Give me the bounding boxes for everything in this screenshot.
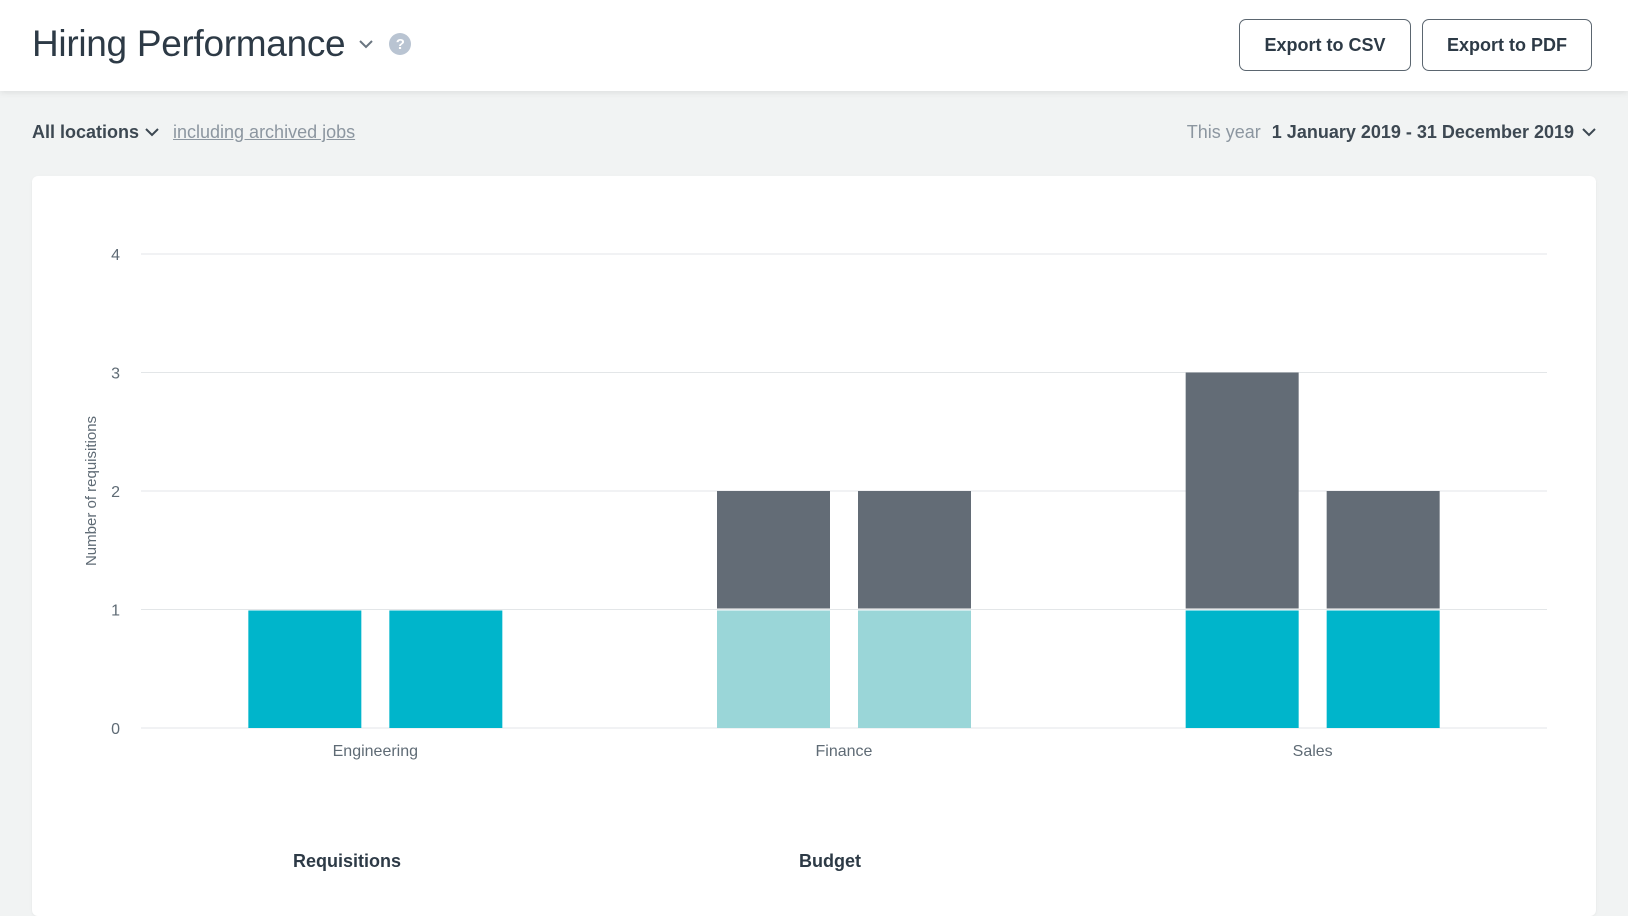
legend-requisitions[interactable]: Requisitions [293,851,402,871]
chevron-down-icon [145,128,159,137]
bar-segment [858,491,971,609]
date-range-dropdown[interactable]: 1 January 2019 - 31 December 2019 [1272,122,1596,143]
date-range-label: 1 January 2019 - 31 December 2019 [1271,122,1574,142]
bar-segment [858,610,971,728]
requisitions-chart: 0 1 2 3 4 Number of requisitions Engineering Fi… [83,247,1547,760]
bar-segment [248,610,362,728]
export-pdf-button[interactable]: Export to PDF [1422,19,1592,71]
chevron-down-icon [1582,128,1596,137]
page-header: Hiring Performance ? Export to CSV Expor… [0,0,1628,91]
x-tick-label: Finance [816,743,873,760]
y-axis-label: Number of requisitions [83,416,100,566]
x-tick-label: Engineering [333,743,418,760]
bar-segment [389,610,503,728]
location-filter-label: All locations [32,122,140,142]
date-prefix: This year [1186,122,1261,142]
export-csv-button[interactable]: Export to CSV [1239,19,1411,71]
chart-card: 0 1 2 3 4 Number of requisitions Engineering Fi… [32,176,1596,916]
bar-segment [1326,610,1440,728]
bar-segment [717,491,830,609]
bar-segment [1326,491,1440,609]
chevron-down-icon[interactable] [357,35,375,53]
legend-budget[interactable]: Budget [799,851,861,871]
page-title: Hiring Performance [32,23,346,64]
y-tick-label: 3 [111,366,120,383]
y-tick-label: 2 [111,484,120,501]
title-group: Hiring Performance ? [32,20,412,68]
bar-segment [717,610,830,728]
bar-segment [1185,610,1299,728]
location-filter[interactable]: All locations [32,122,159,143]
archived-jobs-link[interactable]: including archived jobs [173,122,356,142]
y-tick-label: 1 [111,603,120,620]
x-tick-label: Sales [1293,743,1333,760]
date-filter: This year 1 January 2019 - 31 December 2… [1187,122,1596,143]
filter-bar: All locations including archived jobs Th… [32,118,1596,148]
y-tick-label: 4 [111,247,120,264]
question-circle-icon[interactable]: ? [389,33,412,55]
bar-segment [1185,372,1299,609]
y-tick-label: 0 [111,721,120,738]
